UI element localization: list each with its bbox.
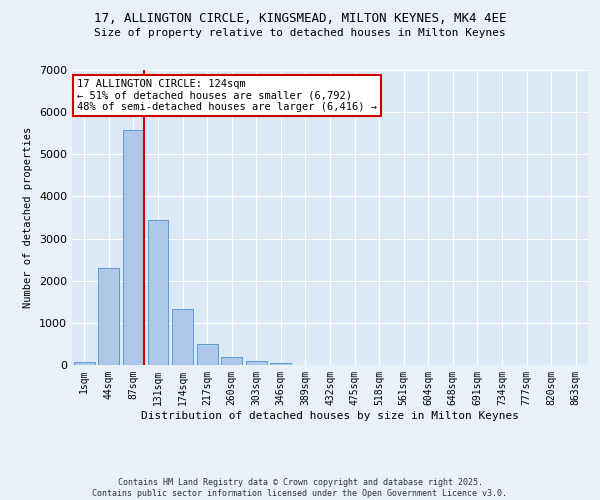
Bar xyxy=(74,362,95,365)
Text: 17, ALLINGTON CIRCLE, KINGSMEAD, MILTON KEYNES, MK4 4EE: 17, ALLINGTON CIRCLE, KINGSMEAD, MILTON … xyxy=(94,12,506,26)
Bar xyxy=(197,344,218,365)
Bar xyxy=(221,357,242,365)
Text: 17 ALLINGTON CIRCLE: 124sqm
← 51% of detached houses are smaller (6,792)
48% of : 17 ALLINGTON CIRCLE: 124sqm ← 51% of det… xyxy=(77,79,377,112)
Y-axis label: Number of detached properties: Number of detached properties xyxy=(23,127,34,308)
X-axis label: Distribution of detached houses by size in Milton Keynes: Distribution of detached houses by size … xyxy=(141,410,519,420)
Bar xyxy=(98,268,119,365)
Bar xyxy=(123,130,144,365)
Bar xyxy=(148,220,169,365)
Text: Contains HM Land Registry data © Crown copyright and database right 2025.
Contai: Contains HM Land Registry data © Crown c… xyxy=(92,478,508,498)
Text: Size of property relative to detached houses in Milton Keynes: Size of property relative to detached ho… xyxy=(94,28,506,38)
Bar xyxy=(172,310,193,365)
Bar xyxy=(271,362,292,365)
Bar xyxy=(246,361,267,365)
